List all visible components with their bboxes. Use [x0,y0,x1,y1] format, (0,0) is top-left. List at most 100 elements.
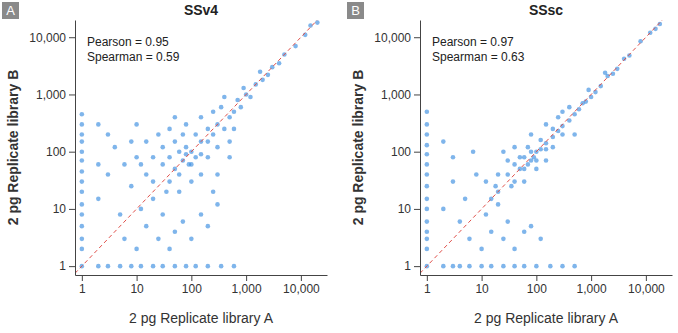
tick-mark [82,275,83,281]
tick-mark [69,266,75,267]
point [106,172,111,177]
point [496,202,501,207]
point [235,98,240,103]
point [425,172,430,177]
x-axis: 1101001,00010,000 [76,275,328,296]
panel: ASSv41101001,00010,0001101001,00010,0002… [2,2,328,326]
point [544,147,549,152]
tick: 100 [527,275,547,296]
point [173,139,178,144]
point [479,264,484,269]
point [206,139,211,144]
point [215,145,220,150]
point [467,237,472,242]
tick-label: 10 [53,202,67,216]
tick-label: 100 [46,145,66,159]
point [425,219,430,224]
point [80,237,85,242]
point [160,264,165,269]
point [451,264,456,269]
point [160,162,165,167]
point [425,162,430,167]
point [193,155,198,160]
point [451,179,456,184]
point [167,179,172,184]
point [489,229,494,234]
point [206,155,211,160]
tick-mark [414,94,420,95]
point [425,143,430,148]
tick-label: 10,000 [283,282,320,296]
point [496,172,501,177]
point [425,109,430,114]
point [189,179,194,184]
point [463,197,468,202]
tick-label: 1 [59,259,66,273]
tick-label: 1 [79,282,86,296]
point [425,237,430,242]
tick-label: 1,000 [381,88,411,102]
point [505,219,510,224]
tick: 10,000 [29,31,75,45]
tick-mark [69,152,75,153]
point [529,224,534,229]
tick-label: 1 [424,282,431,296]
point [544,122,549,127]
point [248,95,253,100]
point [277,61,282,66]
panel-label: B [351,3,360,18]
point [106,132,111,137]
point [425,247,430,252]
point [189,237,194,242]
point [173,115,178,120]
point [425,229,430,234]
tick-mark [69,37,75,38]
annotation: Spearman = 0.63 [432,50,525,64]
point [144,172,149,177]
point [80,122,85,127]
tick-mark [646,275,647,281]
point [534,264,539,269]
axis-line [76,275,328,276]
point [80,132,85,137]
point [534,158,539,163]
tick: 10 [53,202,75,216]
point [160,145,165,150]
point [441,139,446,144]
point [522,155,527,160]
point [572,264,577,269]
tick: 1,000 [232,275,262,296]
point [219,264,224,269]
tick-label: 1 [404,259,411,273]
point [572,112,577,117]
point [529,149,534,154]
point [199,152,204,157]
tick: 100 [46,145,75,159]
tick-mark [69,94,75,95]
point [241,86,246,91]
x-axis-title: 2 pg Replicate library A [129,310,274,326]
point [522,179,527,184]
tick-mark [414,209,420,210]
point [151,155,156,160]
point [122,162,127,167]
point [193,132,198,137]
point [425,132,430,137]
tick: 10 [398,202,420,216]
point [232,127,237,132]
point [139,207,144,212]
point [113,145,118,150]
panel-label-box [347,2,364,19]
point [151,197,156,202]
point [173,229,178,234]
point [538,138,543,143]
point [551,145,556,150]
point [189,162,194,167]
tick-mark [137,275,138,281]
panel-label: A [6,3,15,18]
point [458,219,463,224]
point [538,237,543,242]
y-axis: 1101001,00010,000 [374,21,420,276]
plot-area [420,20,662,273]
point [512,145,517,150]
